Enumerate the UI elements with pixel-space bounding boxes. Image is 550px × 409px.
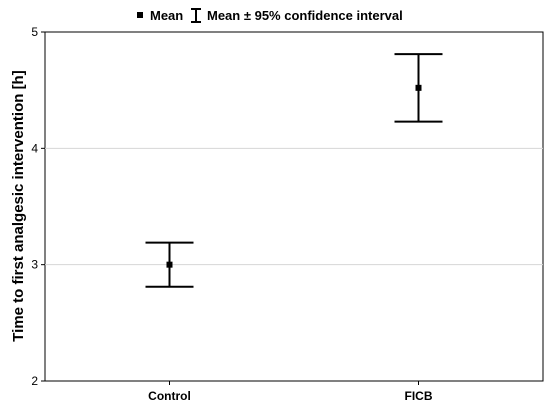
mean-point: [415, 84, 422, 91]
error-bar-ficb: [394, 53, 443, 123]
y-tick-label: 4: [31, 141, 38, 155]
x-axis-ticks: Control FICB: [148, 381, 433, 403]
y-tick-label: 5: [31, 25, 38, 39]
error-bars: [145, 53, 443, 288]
legend-mean-label: Mean: [150, 8, 183, 23]
y-axis-label: Time to first analgesic intervention [h]: [10, 70, 27, 341]
legend-ci-symbol: [191, 8, 201, 23]
x-tick-label: Control: [148, 389, 191, 403]
grid-lines: [45, 147, 543, 266]
x-tick-label: FICB: [405, 389, 433, 403]
mean-point: [166, 261, 173, 268]
legend-mean-marker: [137, 12, 143, 18]
legend-ci-label: Mean ± 95% confidence interval: [207, 8, 403, 23]
error-bar-control: [145, 241, 194, 288]
y-tick-label: 3: [31, 258, 38, 272]
y-tick-label: 2: [31, 374, 38, 388]
y-axis-ticks: 2 3 4 5: [31, 25, 45, 388]
legend: Mean Mean ± 95% confidence interval: [137, 8, 403, 23]
plot-frame: [44, 31, 544, 382]
